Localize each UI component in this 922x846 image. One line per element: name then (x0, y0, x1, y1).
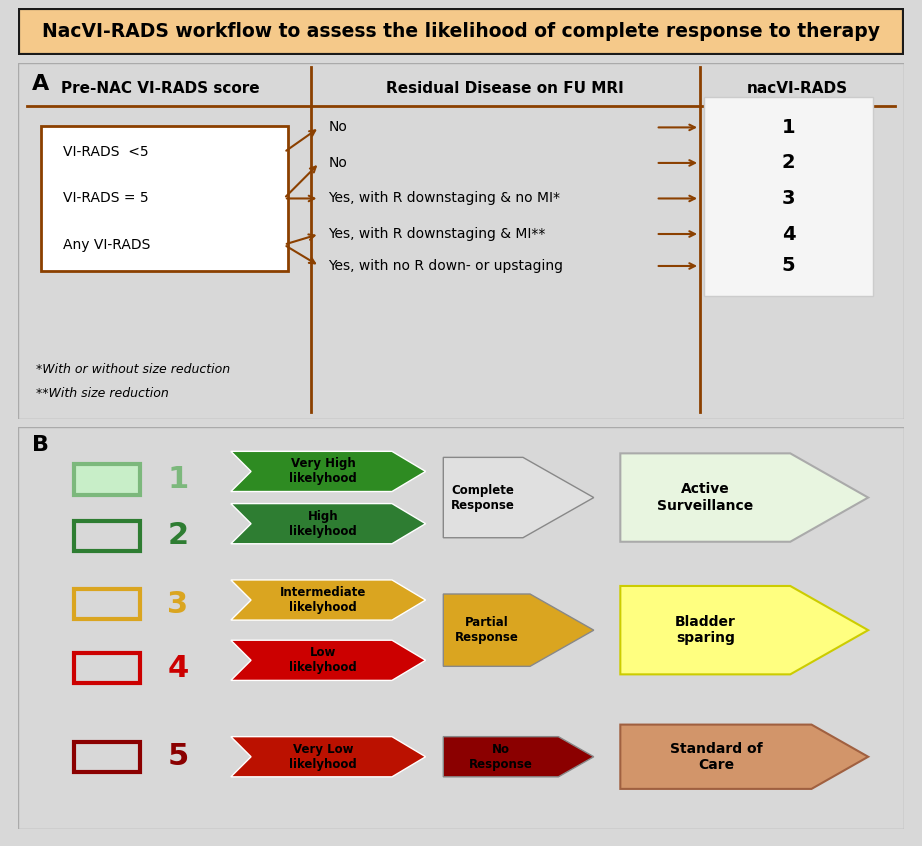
Text: 5: 5 (782, 256, 796, 276)
Polygon shape (621, 453, 869, 541)
FancyBboxPatch shape (18, 63, 904, 419)
Polygon shape (621, 724, 869, 788)
Text: 4: 4 (167, 654, 188, 683)
Text: Partial
Response: Partial Response (455, 616, 518, 644)
FancyBboxPatch shape (18, 427, 904, 829)
Text: Low
likelyhood: Low likelyhood (290, 646, 357, 674)
Text: nacVI-RADS: nacVI-RADS (747, 81, 848, 96)
Text: 5: 5 (167, 742, 188, 772)
Text: Very Low
likelyhood: Very Low likelyhood (290, 743, 357, 771)
Text: 3: 3 (782, 189, 796, 208)
Text: Residual Disease on FU MRI: Residual Disease on FU MRI (386, 81, 624, 96)
Text: Yes, with R downstaging & MI**: Yes, with R downstaging & MI** (328, 227, 546, 241)
FancyBboxPatch shape (74, 464, 140, 495)
Polygon shape (230, 580, 426, 620)
Polygon shape (230, 640, 426, 680)
Polygon shape (230, 737, 426, 777)
Text: VI-RADS  <5: VI-RADS <5 (63, 146, 148, 159)
Text: High
likelyhood: High likelyhood (290, 509, 357, 538)
Text: Standard of
Care: Standard of Care (669, 742, 762, 772)
Text: Any VI-RADS: Any VI-RADS (63, 238, 150, 251)
Text: Very High
likelyhood: Very High likelyhood (290, 458, 357, 486)
Text: No: No (328, 120, 347, 135)
Text: Yes, with no R down- or upstaging: Yes, with no R down- or upstaging (328, 259, 563, 273)
Text: 2: 2 (167, 521, 188, 550)
Polygon shape (230, 503, 426, 544)
Text: B: B (31, 435, 49, 455)
Text: 1: 1 (782, 118, 796, 137)
Text: No
Response: No Response (469, 743, 533, 771)
Text: VI-RADS = 5: VI-RADS = 5 (63, 191, 148, 206)
Polygon shape (230, 452, 426, 492)
Text: Yes, with R downstaging & no MI*: Yes, with R downstaging & no MI* (328, 191, 561, 206)
Text: Active
Surveillance: Active Surveillance (657, 482, 753, 513)
Text: NacVI-RADS workflow to assess the likelihood of complete response to therapy: NacVI-RADS workflow to assess the likeli… (42, 22, 880, 41)
Text: Bladder
sparing: Bladder sparing (675, 615, 736, 645)
Text: No: No (328, 156, 347, 170)
Text: A: A (31, 74, 49, 94)
Text: Complete
Response: Complete Response (451, 484, 515, 512)
Text: 2: 2 (782, 153, 796, 173)
Polygon shape (443, 458, 594, 538)
FancyBboxPatch shape (41, 125, 289, 272)
Text: 3: 3 (167, 590, 188, 618)
Text: 4: 4 (782, 224, 796, 244)
Polygon shape (443, 594, 594, 667)
FancyBboxPatch shape (18, 8, 904, 55)
Text: **With size reduction: **With size reduction (36, 387, 169, 400)
Text: 1: 1 (167, 465, 188, 494)
Text: *With or without size reduction: *With or without size reduction (36, 363, 230, 376)
Polygon shape (621, 586, 869, 674)
Polygon shape (443, 737, 594, 777)
FancyBboxPatch shape (704, 97, 872, 296)
Text: Intermediate
likelyhood: Intermediate likelyhood (280, 586, 366, 614)
Text: Pre-NAC VI-RADS score: Pre-NAC VI-RADS score (61, 81, 259, 96)
